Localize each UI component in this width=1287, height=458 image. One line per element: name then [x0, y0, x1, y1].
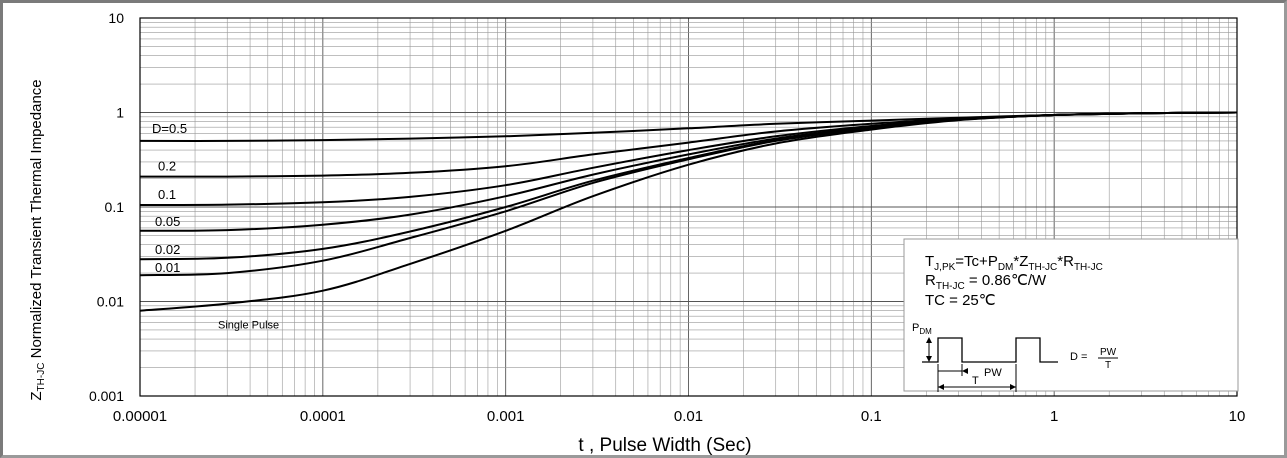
y-tick-label: 0.001	[89, 388, 124, 404]
period-arrow-left	[938, 384, 944, 390]
pdm-arrow-head-down	[926, 356, 932, 362]
annotation-rth: RTH-JC = 0.86℃/W	[925, 272, 1047, 292]
x-tick-label: 0.1	[861, 408, 882, 425]
y-tick-label: 10	[108, 10, 124, 26]
series-label: D=0.5	[152, 121, 187, 136]
series-label: 0.2	[158, 159, 176, 174]
pulse-waveform-diagram: PDM PW T D = PW T	[912, 322, 1118, 392]
annotation-border	[903, 238, 1239, 392]
y-tick-labels: 0.001 0.01 0.1 1 10	[89, 10, 124, 404]
period-label: T	[972, 375, 979, 387]
x-tick-label: 0.0001	[300, 408, 346, 425]
curves	[139, 111, 1238, 312]
x-tick-label: 10	[1229, 408, 1246, 425]
x-tick-labels: 0.00001 0.0001 0.001 0.01 0.1 1 10	[113, 408, 1245, 425]
pdm-label: PDM	[912, 322, 932, 336]
plot-border	[139, 17, 1238, 397]
series-line	[139, 111, 1238, 312]
series-label: 0.01	[155, 260, 180, 275]
y-tick-label: 0.1	[105, 199, 125, 215]
pulse-waveform	[922, 337, 1058, 363]
annotation-tc: TC = 25℃	[925, 292, 996, 309]
pw-arrow-head	[962, 368, 968, 374]
series-label: 0.05	[155, 214, 180, 229]
y-axis-label: ZTH-JC Normalized Transient Thermal Impe…	[28, 79, 47, 400]
x-tick-label: 0.00001	[113, 408, 167, 425]
series-label: 0.1	[158, 187, 176, 202]
pw-label: PW	[984, 367, 1002, 379]
x-axis-label: t , Pulse Width (Sec)	[578, 435, 751, 456]
series-labels: D=0.5 0.2 0.1 0.05 0.02 0.01 Single Pulse	[152, 121, 279, 332]
series-label: 0.02	[155, 242, 180, 257]
duty-denominator: T	[1105, 360, 1111, 371]
x-tick-label: 0.01	[674, 408, 703, 425]
x-tick-label: 1	[1050, 408, 1058, 425]
annotation-box: TJ,PK=Tc+PDM*ZTH-JC*RTH-JC RTH-JC = 0.86…	[903, 238, 1239, 392]
y-tick-label: 1	[116, 105, 124, 121]
duty-label: D =	[1070, 351, 1087, 363]
x-tick-label: 0.001	[487, 408, 525, 425]
period-arrow-right	[1010, 384, 1016, 390]
annotation-formula: TJ,PK=Tc+PDM*ZTH-JC*RTH-JC	[925, 253, 1103, 273]
series-label: Single Pulse	[218, 320, 279, 332]
pdm-arrow-head-up	[926, 337, 932, 343]
y-tick-label: 0.01	[97, 294, 124, 310]
duty-numerator: PW	[1100, 347, 1117, 358]
